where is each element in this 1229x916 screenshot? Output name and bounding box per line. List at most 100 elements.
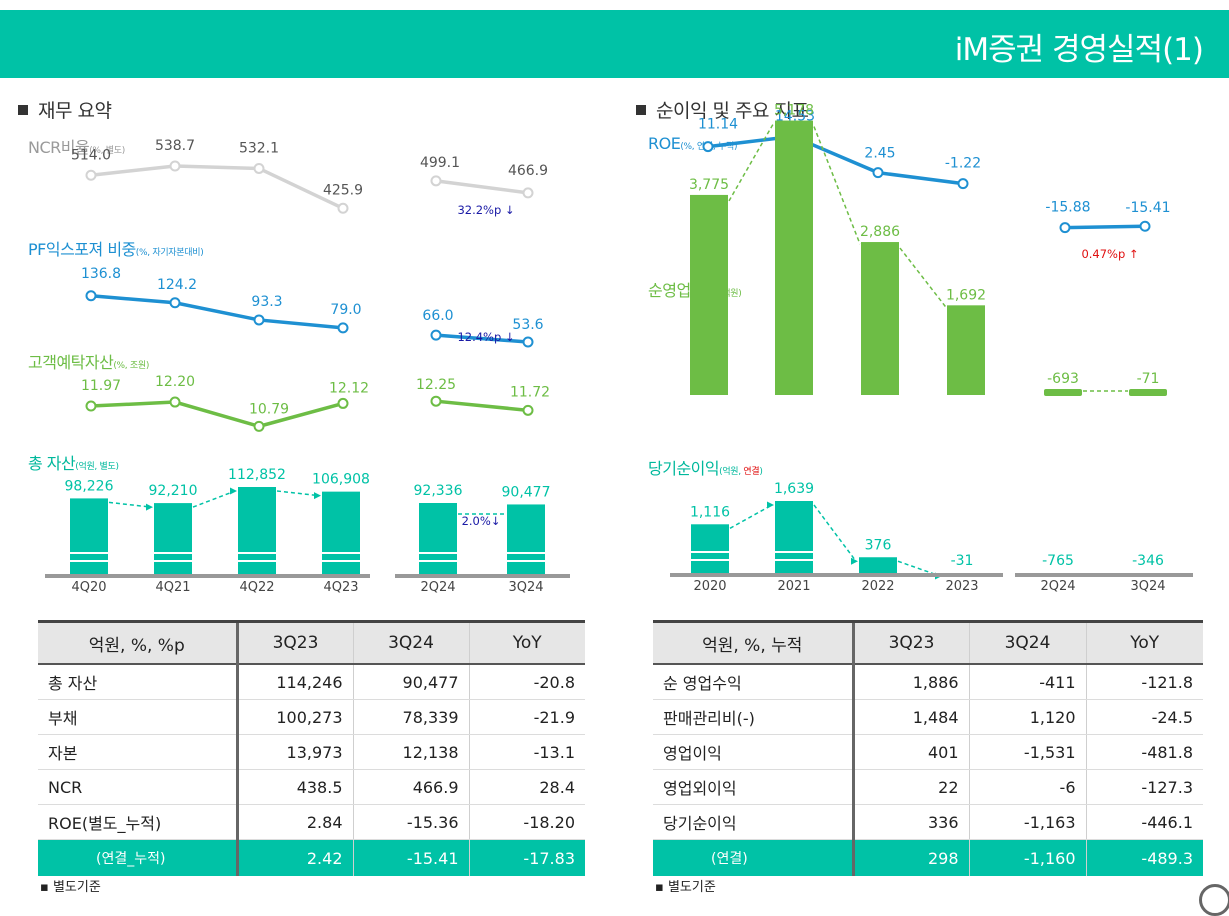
row-label-cell: ROE(별도_누적) [38, 804, 237, 840]
table-row: 영업이익 401 -1,531 -481.8 [653, 734, 1203, 770]
value-cell: -21.9 [468, 699, 585, 735]
net-income-data-label: -346 [1132, 553, 1164, 569]
value-cell: 13,973 [235, 734, 353, 770]
row-label-cell: 당기순이익 [653, 804, 853, 840]
op-rev-sub-bar [1129, 389, 1167, 396]
pf-point [522, 336, 534, 348]
value-cell: 100,273 [235, 699, 353, 735]
op-rev-data-label: 2,886 [860, 224, 900, 240]
deposits-sub-line [435, 399, 529, 413]
page-title: iM증권 경영실적(1) [954, 32, 1204, 68]
bullet-square-icon [636, 105, 646, 115]
ncr-data-label: 532.1 [239, 140, 279, 156]
roe-data-label: -15.41 [1125, 200, 1170, 216]
row-label-cell: (연결_누적) [38, 839, 237, 876]
roe-data-label: -1.22 [945, 156, 981, 172]
deposits-point [337, 397, 349, 409]
net-income-tick-label: 3Q24 [1130, 579, 1165, 594]
value-cell: -1,163 [968, 804, 1086, 840]
value-cell: -24.5 [1085, 699, 1203, 735]
assets-bar [154, 503, 192, 575]
roe-point [702, 141, 714, 153]
row-label-cell: NCR [38, 769, 237, 805]
roe-point [957, 178, 969, 190]
net-income-data-label: -31 [951, 553, 974, 569]
deposits-data-label: 12.20 [155, 374, 195, 390]
deposits-data-label: 11.72 [510, 384, 550, 400]
assets-data-label: 92,210 [149, 483, 198, 499]
net-income-data-label: -765 [1042, 553, 1074, 569]
pf-line [90, 294, 344, 330]
pf-point [253, 314, 265, 326]
net-income-bar [775, 501, 813, 574]
value-cell: -18.20 [468, 804, 585, 840]
deposits-point [85, 400, 97, 412]
op-rev-data-label: 5,178 [774, 103, 814, 119]
net-income-tick-label: 2020 [693, 579, 726, 594]
net-income-bar [859, 557, 897, 574]
page-header: iM증권 경영실적(1) [0, 10, 1229, 78]
assets-data-label: 92,336 [414, 483, 463, 499]
assets-arrow-head [314, 492, 321, 500]
roe-point [1139, 220, 1151, 232]
ncr-point [522, 187, 534, 199]
row-label-cell: 부채 [38, 699, 237, 735]
roe-data-label: 14.53 [775, 108, 815, 124]
net-income-tick-label: 2Q24 [1040, 579, 1075, 594]
value-cell: -15.41 [352, 839, 469, 876]
pf-data-label: 124.2 [157, 277, 197, 293]
assets-tick-label: 4Q23 [323, 580, 358, 595]
table-row: 자본 13,973 12,138 -13.1 [38, 734, 585, 770]
assets-change-label: 2.0%↓ [462, 514, 501, 528]
deposits-point [169, 396, 181, 408]
value-cell: 336 [851, 804, 969, 840]
table-highlight-row: (연결_누적) 2.42 -15.41 -17.83 [38, 839, 585, 876]
net-income-trend-arrow [813, 504, 857, 562]
op-rev-trend-arrow [899, 247, 947, 308]
assets-data-label: 112,852 [228, 467, 286, 483]
table-header-cell: 3Q23 [851, 620, 969, 665]
pf-point [337, 322, 349, 334]
value-cell: 438.5 [235, 769, 353, 805]
pf-chart-label: PF익스포져 비중(%, 자기자본대비) [28, 240, 204, 259]
table-header-cell: 억원, %, 누적 [653, 620, 853, 665]
value-cell: -1,160 [968, 839, 1086, 876]
ncr-line [90, 164, 344, 210]
assets-bar [507, 504, 545, 575]
assets-arrow-head [146, 503, 153, 511]
net-income-tick-label: 2021 [777, 579, 810, 594]
pf-point [85, 290, 97, 302]
left-section-title: 재무 요약 [18, 96, 112, 123]
deposits-data-label: 11.97 [81, 378, 121, 394]
value-cell: 2.84 [235, 804, 353, 840]
ncr-sub-line [435, 179, 529, 195]
value-cell: 1,120 [968, 699, 1086, 735]
value-cell: -446.1 [1085, 804, 1203, 840]
ncr-data-label: 499.1 [420, 155, 460, 171]
net-income-tick-label: 2023 [945, 579, 978, 594]
op-rev-bar [947, 305, 985, 395]
table-header-cell: 3Q24 [352, 620, 469, 665]
bullet-square-icon [18, 105, 28, 115]
ncr-point [253, 162, 265, 174]
op-rev-bar [775, 120, 813, 395]
assets-tick-label: 4Q21 [155, 580, 190, 595]
table-header-cell: 3Q23 [235, 620, 353, 665]
value-cell: 90,477 [352, 664, 469, 700]
assets-bar [70, 498, 108, 575]
ncr-data-label: 466.9 [508, 163, 548, 179]
net-income-tick-label: 2022 [861, 579, 894, 594]
table-header-cell: YoY [468, 620, 585, 665]
value-cell: 466.9 [352, 769, 469, 805]
roe-data-label: 11.14 [698, 117, 738, 133]
net-income-trend-arrow [729, 504, 773, 529]
table-row: NCR 438.5 466.9 28.4 [38, 769, 585, 805]
roe-point [872, 167, 884, 179]
assets-chart-label: 총 자산(억원, 별도) [28, 454, 119, 473]
ncr-point [430, 175, 442, 187]
deposits-data-label: 12.25 [416, 377, 456, 393]
row-label-cell: 총 자산 [38, 664, 237, 700]
value-cell: 114,246 [235, 664, 353, 700]
value-cell: 401 [851, 734, 969, 770]
ncr-data-label: 425.9 [323, 182, 363, 198]
